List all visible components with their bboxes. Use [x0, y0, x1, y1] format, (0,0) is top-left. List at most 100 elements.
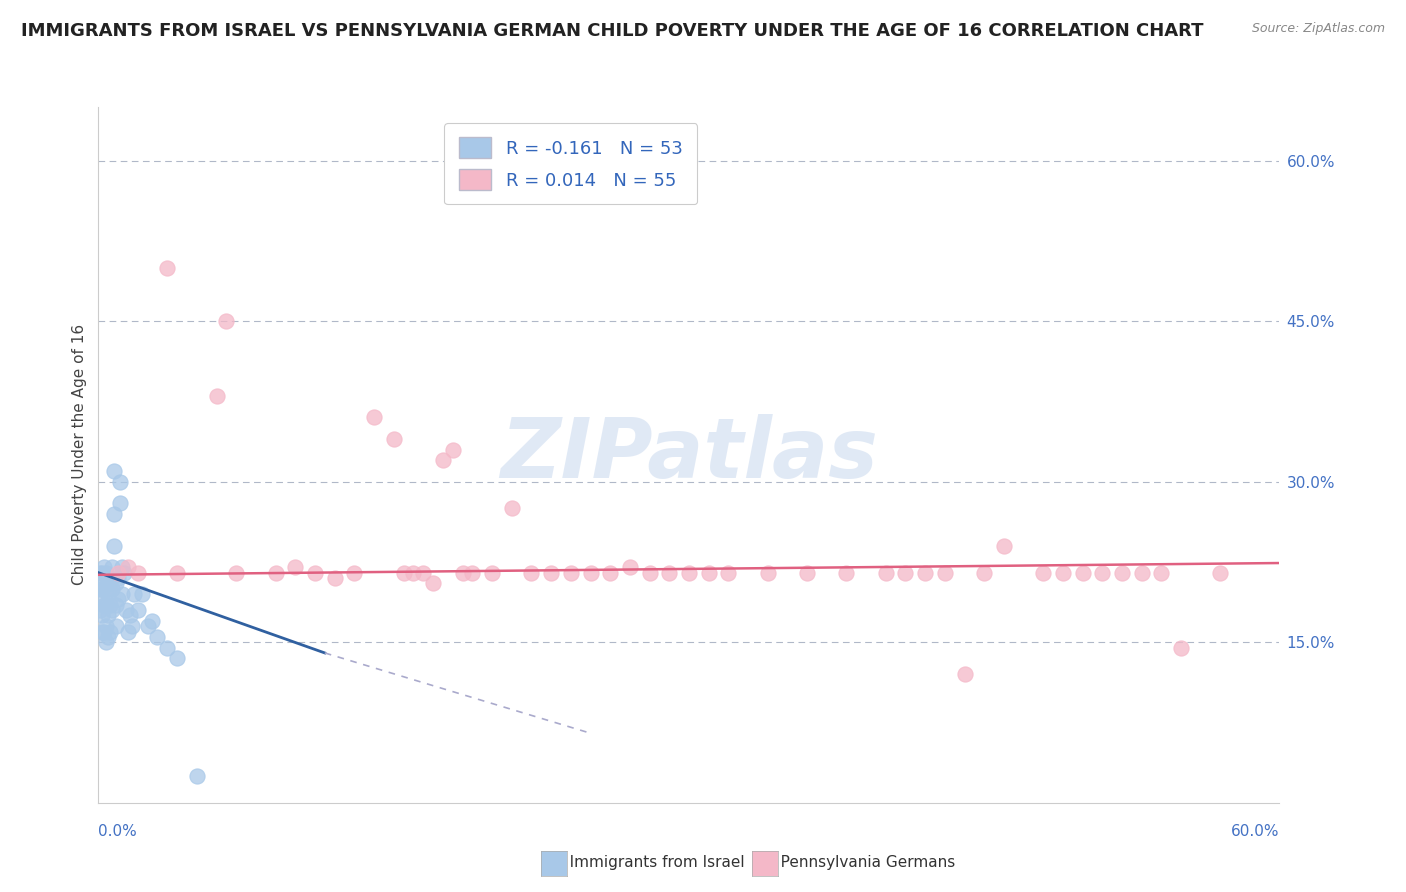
Point [103, 507, 125, 521]
Point [107, 592, 129, 607]
Point [166, 566, 188, 580]
Point [156, 260, 179, 275]
Point [432, 453, 454, 467]
Point [658, 566, 681, 580]
Point [97, 587, 120, 601]
Point [1052, 566, 1074, 580]
Point [141, 614, 163, 628]
Point [264, 566, 287, 580]
Point [875, 566, 897, 580]
Point [461, 566, 484, 580]
Text: Immigrants from Israel: Immigrants from Israel [555, 855, 745, 870]
Y-axis label: Child Poverty Under the Age of 16: Child Poverty Under the Age of 16 [72, 325, 87, 585]
Point [304, 566, 326, 580]
Text: 0.0%: 0.0% [98, 823, 138, 838]
Point [1170, 640, 1192, 655]
Point [412, 566, 434, 580]
Point [103, 464, 125, 478]
Point [1091, 566, 1114, 580]
Point [121, 619, 143, 633]
Point [136, 619, 159, 633]
Point [108, 475, 131, 489]
Point [111, 560, 134, 574]
Point [131, 587, 153, 601]
Point [112, 566, 135, 580]
Point [101, 603, 124, 617]
Point [96, 566, 118, 580]
Text: Source: ZipAtlas.com: Source: ZipAtlas.com [1251, 22, 1385, 36]
Point [166, 651, 188, 665]
Point [101, 582, 124, 596]
Point [520, 566, 543, 580]
Point [678, 566, 700, 580]
Point [146, 630, 169, 644]
Point [96, 619, 118, 633]
Point [111, 587, 134, 601]
Point [382, 432, 405, 446]
Point [402, 566, 425, 580]
Point [1150, 566, 1173, 580]
Point [91, 592, 114, 607]
Point [717, 566, 740, 580]
Point [91, 582, 114, 596]
Point [122, 587, 145, 601]
Point [108, 496, 131, 510]
Point [97, 630, 120, 644]
Point [93, 624, 115, 639]
Point [284, 560, 307, 574]
Point [105, 598, 128, 612]
Point [103, 539, 125, 553]
Point [638, 566, 661, 580]
Point [96, 598, 118, 612]
Point [105, 576, 128, 591]
Point [117, 624, 139, 639]
Point [91, 608, 114, 623]
Point [599, 566, 621, 580]
Point [97, 608, 120, 623]
Point [225, 566, 247, 580]
Point [89, 603, 111, 617]
Point [105, 619, 128, 633]
Point [697, 566, 720, 580]
Point [540, 566, 562, 580]
Point [756, 566, 779, 580]
Point [107, 571, 129, 585]
Point [481, 566, 503, 580]
Point [392, 566, 415, 580]
Point [98, 598, 121, 612]
Point [117, 560, 139, 574]
Point [96, 635, 118, 649]
Point [993, 539, 1015, 553]
Point [835, 566, 858, 580]
Text: 60.0%: 60.0% [1232, 823, 1279, 838]
Point [934, 566, 956, 580]
Point [973, 566, 995, 580]
Point [186, 769, 208, 783]
Text: ZIPatlas: ZIPatlas [501, 415, 877, 495]
Point [796, 566, 818, 580]
Legend: R = -0.161   N = 53, R = 0.014   N = 55: R = -0.161 N = 53, R = 0.014 N = 55 [444, 123, 697, 204]
Point [91, 566, 114, 580]
Point [363, 410, 385, 425]
Point [560, 566, 582, 580]
Point [107, 566, 129, 580]
Point [96, 582, 118, 596]
Point [93, 598, 115, 612]
Point [97, 571, 120, 585]
Point [894, 566, 917, 580]
Point [501, 501, 523, 516]
Point [93, 576, 115, 591]
Point [914, 566, 936, 580]
Point [1071, 566, 1094, 580]
Point [89, 582, 111, 596]
Point [98, 624, 121, 639]
Point [451, 566, 474, 580]
Point [115, 603, 138, 617]
Text: IMMIGRANTS FROM ISRAEL VS PENNSYLVANIA GERMAN CHILD POVERTY UNDER THE AGE OF 16 : IMMIGRANTS FROM ISRAEL VS PENNSYLVANIA G… [21, 22, 1204, 40]
Point [93, 560, 115, 574]
Point [215, 314, 238, 328]
Point [205, 389, 228, 403]
Point [1032, 566, 1054, 580]
Point [98, 576, 121, 591]
Point [619, 560, 641, 574]
